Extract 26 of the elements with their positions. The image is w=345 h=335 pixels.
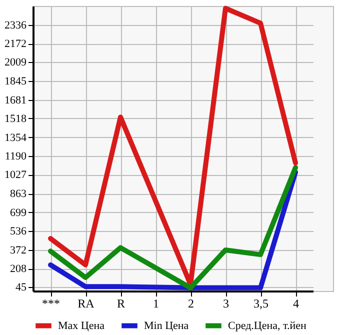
x-tick-label: RA bbox=[78, 296, 95, 310]
y-tick-label: 863 bbox=[10, 188, 27, 200]
y-tick-label: 2172 bbox=[4, 38, 26, 50]
y-tick-label: 536 bbox=[10, 225, 27, 238]
y-tick-label: 2009 bbox=[4, 56, 27, 69]
y-tick-label: 1190 bbox=[4, 150, 27, 163]
x-tick-label: 3,5 bbox=[254, 296, 268, 310]
y-tick-label: 1027 bbox=[4, 169, 27, 182]
y-tick-label: 2336 bbox=[4, 19, 27, 32]
y-tick-label: 1518 bbox=[4, 112, 27, 125]
y-tick-label: 45 bbox=[16, 282, 27, 294]
y-tick-label: 1681 bbox=[4, 94, 26, 106]
x-tick-label: *** bbox=[42, 296, 60, 310]
x-tick-label: 2 bbox=[188, 296, 194, 310]
legend-label: Min Цена bbox=[144, 320, 189, 332]
y-tick-label: 1354 bbox=[4, 132, 27, 144]
x-tick-label: 4 bbox=[293, 296, 299, 310]
legend-label: Max Цена bbox=[58, 320, 105, 332]
y-tick-label: 372 bbox=[10, 244, 26, 256]
y-tick-label: 699 bbox=[10, 206, 27, 219]
y-tick-label: 1845 bbox=[4, 76, 27, 88]
y-tick-label: 208 bbox=[10, 263, 27, 276]
x-tick-label: 1 bbox=[153, 296, 159, 310]
x-tick-label: 3 bbox=[223, 296, 229, 310]
legend-label: Сред.Цена, т.йен bbox=[228, 320, 307, 332]
x-tick-label: R bbox=[116, 296, 126, 310]
